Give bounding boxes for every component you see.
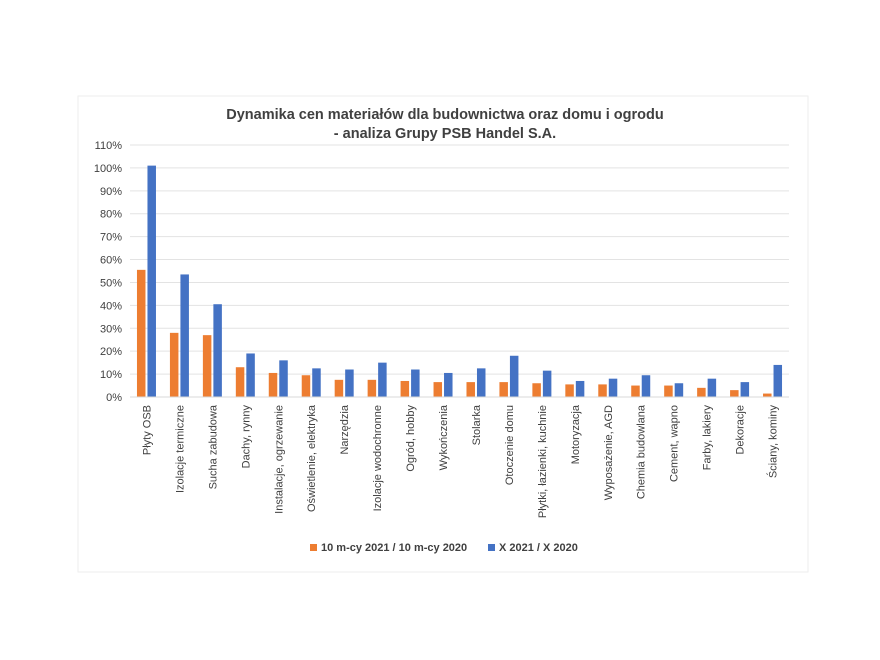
bar-series-1 xyxy=(169,332,179,397)
bar-series-1 xyxy=(565,384,574,397)
bar-series-2 xyxy=(476,368,486,397)
y-tick-label: 50% xyxy=(100,277,122,289)
x-tick-label: Sucha zabudowa xyxy=(207,404,219,489)
gridlines xyxy=(130,144,789,375)
bars xyxy=(136,165,783,397)
bar-series-2 xyxy=(509,355,519,397)
bar-series-2 xyxy=(378,362,387,397)
y-tick-label: 110% xyxy=(95,140,123,152)
y-tick-label: 40% xyxy=(100,300,122,312)
chart-title-line-2: - analiza Grupy PSB Handel S.A. xyxy=(334,126,556,142)
x-tick-label: Wykończenia xyxy=(438,404,450,470)
x-tick-label: Izolacje wodochronne xyxy=(372,405,384,511)
bar-series-2 xyxy=(674,383,684,397)
bar-series-2 xyxy=(641,375,651,397)
bar-series-1 xyxy=(433,382,443,397)
bar-series-1 xyxy=(235,367,245,397)
x-tick-label: Farby, lakiery xyxy=(702,405,714,471)
legend-swatch-series-2 xyxy=(488,544,495,551)
bar-series-1 xyxy=(466,382,475,397)
y-tick-label: 90% xyxy=(100,186,122,198)
bar-series-2 xyxy=(213,304,222,397)
bar-series-1 xyxy=(631,385,640,397)
y-tick-label: 100% xyxy=(94,163,122,175)
x-tick-label: Chemia budowlana xyxy=(636,404,648,499)
bar-series-1 xyxy=(730,390,739,397)
x-tick-label: Otoczenie domu xyxy=(504,405,516,485)
y-tick-label: 10% xyxy=(100,369,122,381)
y-tick-label: 70% xyxy=(100,232,122,244)
bar-series-1 xyxy=(499,382,508,397)
legend: 10 m-cy 2021 / 10 m-cy 2020 X 2021 / X 2… xyxy=(310,542,578,554)
bar-series-2 xyxy=(147,165,156,397)
bar-series-2 xyxy=(246,353,255,397)
x-tick-label: Instalacje, ogrzewanie xyxy=(273,405,285,514)
y-tick-label: 30% xyxy=(100,323,122,335)
x-tick-label: Dachy, rynny xyxy=(240,405,252,469)
x-tick-label: Ogród, hobby xyxy=(405,405,417,472)
bar-series-1 xyxy=(697,387,706,397)
bar-series-2 xyxy=(444,372,453,397)
y-tick-label: 80% xyxy=(100,209,122,221)
x-tick-label: Oświetlenie, elektryka xyxy=(306,404,318,512)
x-tick-label: Płytki, łazienki, kuchnie xyxy=(537,405,549,518)
bar-series-1 xyxy=(136,269,146,397)
legend-label-series-1: 10 m-cy 2021 / 10 m-cy 2020 xyxy=(321,542,467,554)
bar-series-1 xyxy=(664,385,673,397)
bar-series-1 xyxy=(532,383,541,397)
bar-series-1 xyxy=(301,375,311,397)
x-tick-label: Motoryzacja xyxy=(570,404,582,464)
x-tick-label: Narzędzia xyxy=(339,404,351,454)
x-tick-label: Izolacje termiczne xyxy=(174,405,186,493)
x-tick-label: Płyty OSB xyxy=(141,405,153,455)
bar-series-2 xyxy=(542,370,552,397)
x-tick-label: Stolarka xyxy=(471,404,483,445)
legend-label-series-2: X 2021 / X 2020 xyxy=(499,542,578,554)
bar-series-1 xyxy=(202,335,212,397)
bar-series-1 xyxy=(268,372,278,397)
bar-series-2 xyxy=(279,360,288,397)
legend-swatch-series-1 xyxy=(310,544,317,551)
bar-series-1 xyxy=(400,380,410,397)
bar-series-1 xyxy=(367,379,377,397)
bar-series-2 xyxy=(312,368,321,397)
y-tick-label: 60% xyxy=(100,255,122,267)
y-tick-label: 0% xyxy=(106,392,122,404)
x-tick-label: Cement, wapno xyxy=(669,405,681,482)
x-tick-label: Dekoracje xyxy=(735,405,747,455)
y-tick-label: 20% xyxy=(100,346,122,358)
bar-series-1 xyxy=(598,384,607,397)
bar-series-2 xyxy=(608,378,618,397)
bar-series-2 xyxy=(707,378,717,397)
x-tick-label: Ściany, kominy xyxy=(767,405,780,479)
y-axis-tick-labels: 0% 10% 20% 30% 40% 50% 60% 70% 80% 90% 100% 110% xyxy=(94,140,122,404)
bar-series-2 xyxy=(345,369,354,397)
bar-series-2 xyxy=(773,364,783,397)
bar-series-2 xyxy=(575,380,585,397)
x-axis-tick-labels: Płyty OSB Izolacje termiczne Sucha zabudow… xyxy=(141,404,779,518)
chart-title-line-1: Dynamika cen materiałów dla budownictwa … xyxy=(226,107,664,123)
bar-series-1 xyxy=(763,393,772,397)
x-tick-label: Wyposażenie, AGD xyxy=(603,405,615,500)
bar-series-2 xyxy=(180,274,189,397)
bar-series-2 xyxy=(411,369,420,397)
chart-area-border xyxy=(77,95,809,573)
bar-series-2 xyxy=(740,382,750,397)
bar-series-1 xyxy=(334,379,344,397)
